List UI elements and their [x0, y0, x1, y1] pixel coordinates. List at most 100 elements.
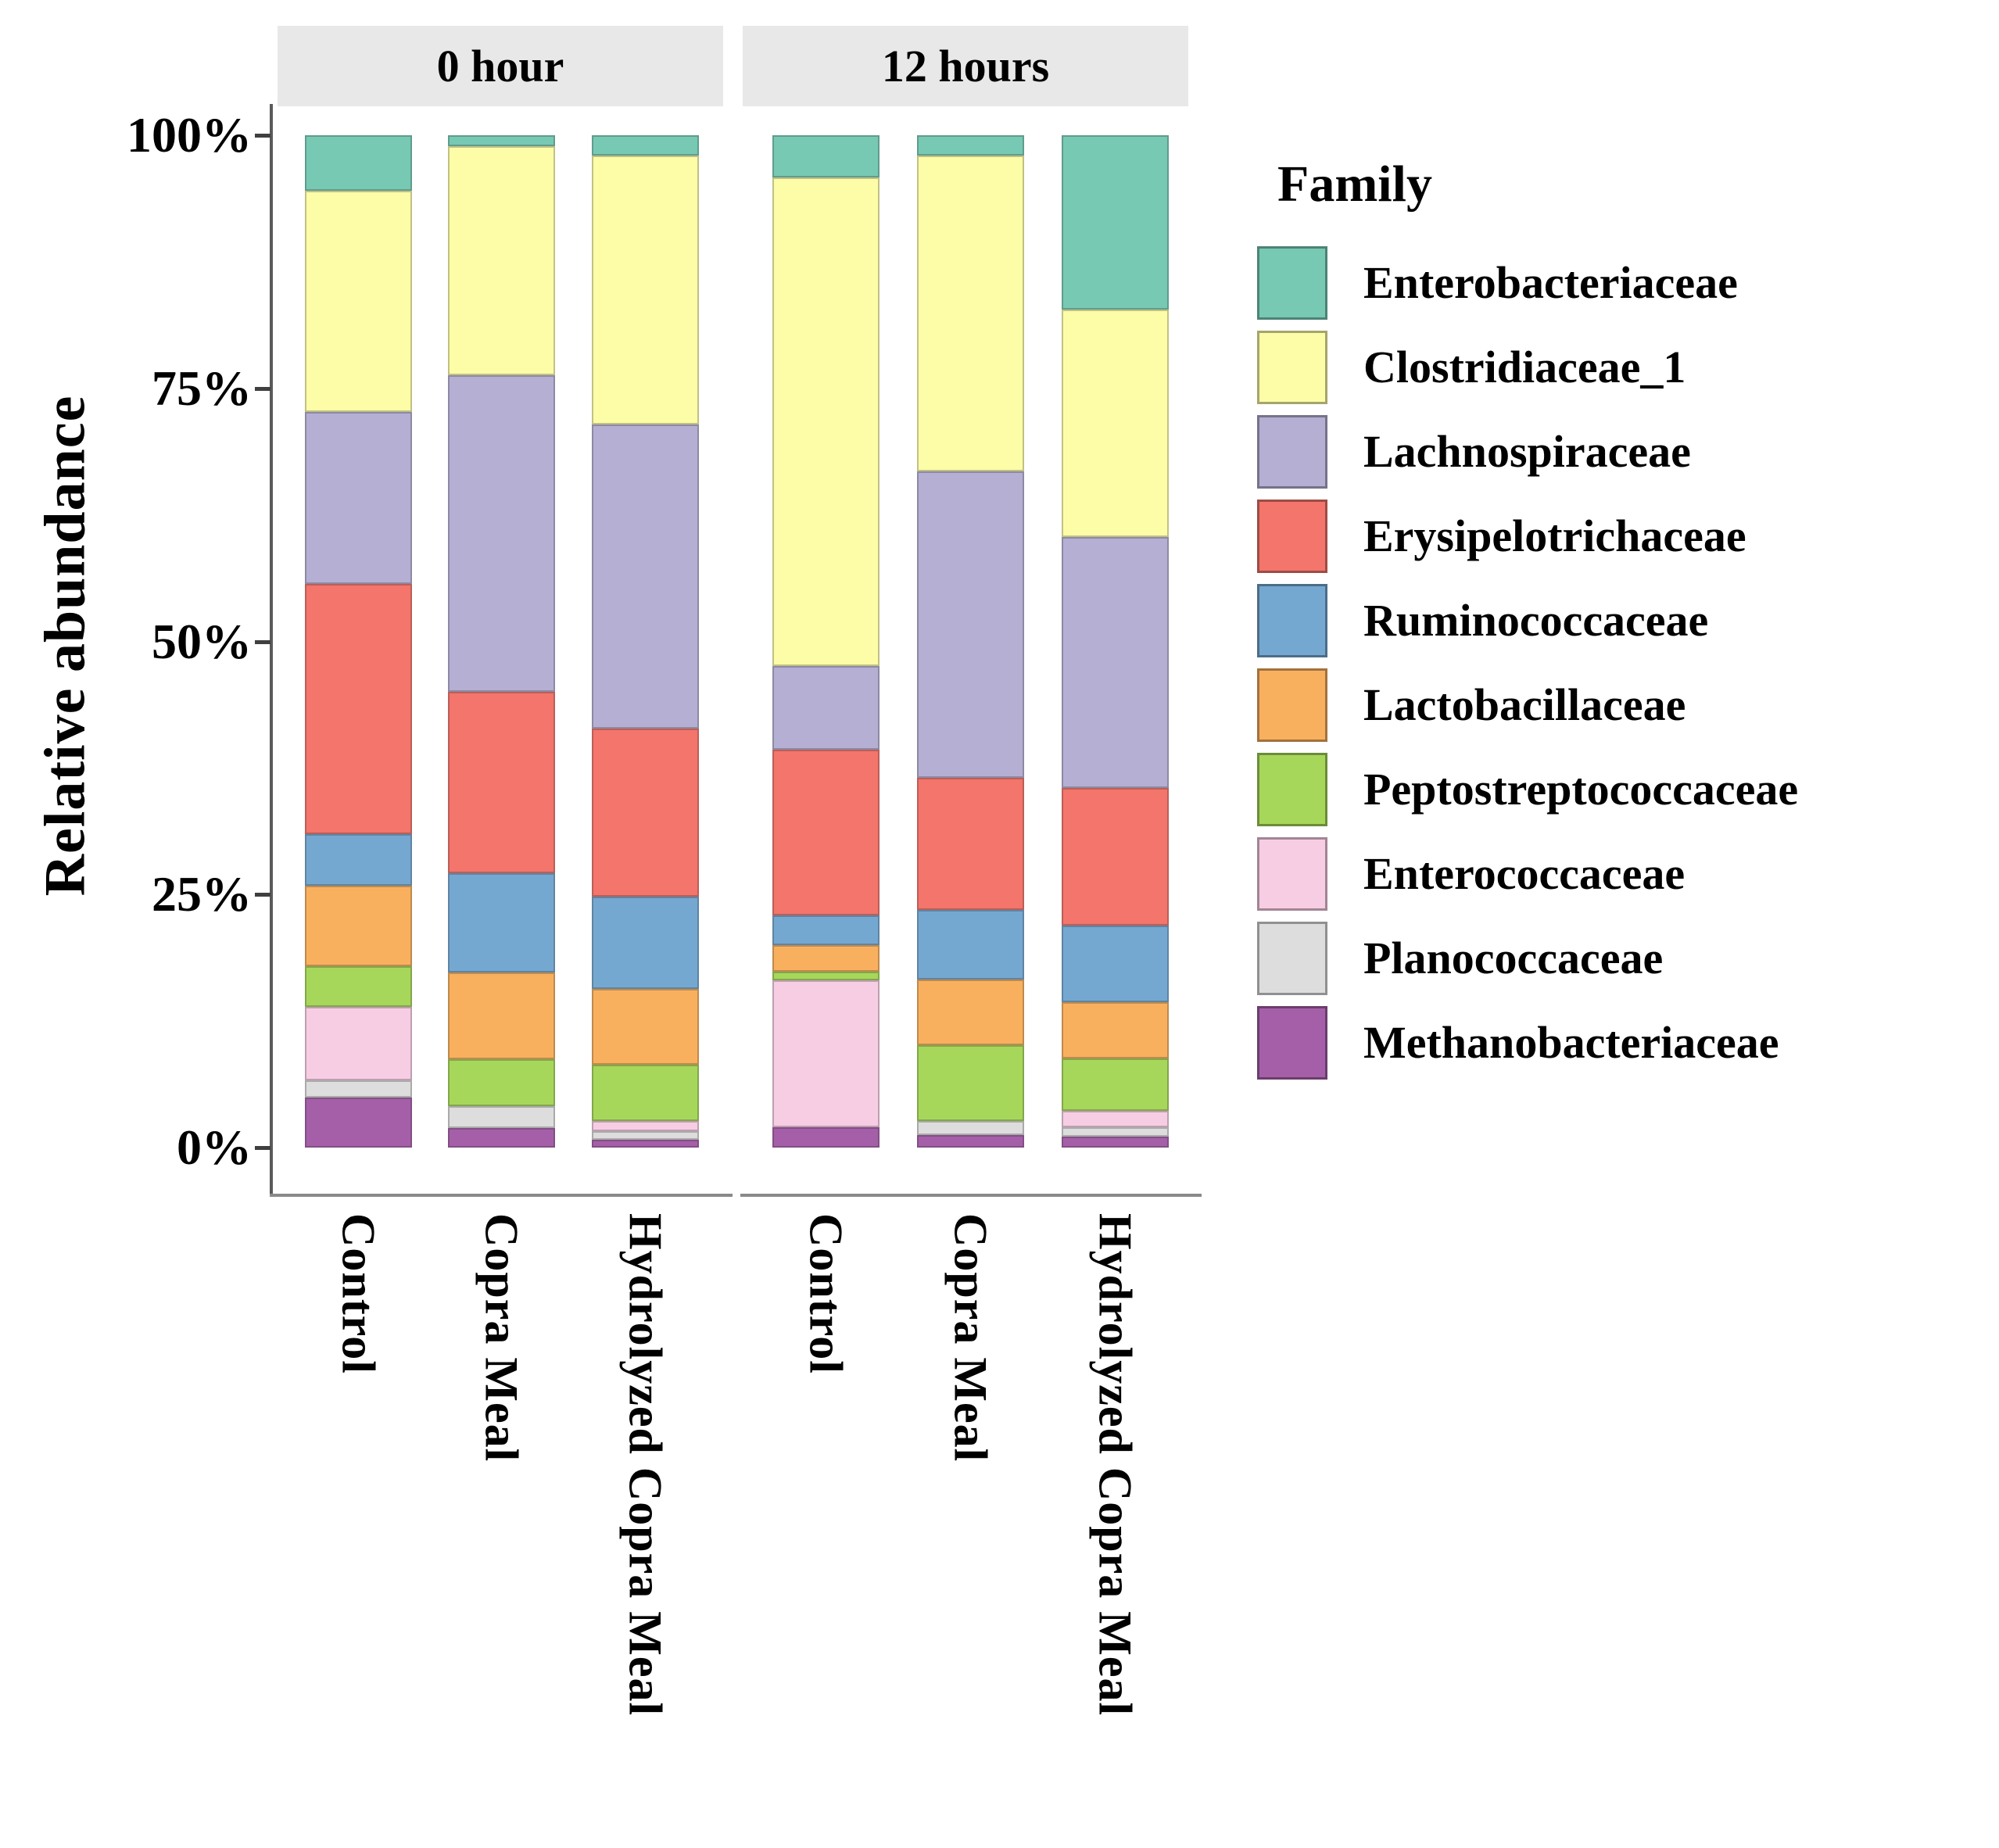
y-tick-label-75: 75%	[152, 360, 252, 416]
legend-swatch-erysipelotrichaceae	[1257, 500, 1327, 573]
legend-label-enterobacteriaceae: Enterobacteriaceae	[1363, 257, 1738, 308]
y-tick-mark-25	[255, 893, 270, 897]
legend-swatch-clostridiaceae-1	[1257, 331, 1327, 404]
segment-methanobacteriaceae	[305, 1098, 412, 1148]
segment-enterococcaceae	[1062, 1111, 1169, 1128]
segment-enterococcaceae	[772, 980, 879, 1128]
segment-clostridiaceae-1	[305, 191, 412, 412]
y-tick-label-25: 25%	[152, 866, 252, 922]
legend-swatch-methanobacteriaceae	[1257, 1006, 1327, 1080]
segment-peptostreptococcaceae	[448, 1059, 555, 1106]
segment-peptostreptococcaceae	[1062, 1058, 1169, 1112]
segment-enterobacteriaceae	[772, 135, 879, 178]
segment-enterobacteriaceae	[305, 135, 412, 192]
x-label-0hour-hydrolyzed-copra-meal: Hydrolyzed Copra Meal	[619, 1213, 672, 1717]
segment-ruminococcaceae	[592, 896, 699, 989]
y-tick-mark-100	[255, 134, 270, 138]
legend-label-enterococcaceae: Enterococcaceae	[1363, 848, 1686, 899]
segment-clostridiaceae-1	[448, 146, 555, 375]
segment-lactobacillaceae	[772, 944, 879, 972]
bar-0hour-hydrolyzed-copra-meal	[592, 135, 699, 1148]
segment-methanobacteriaceae	[917, 1135, 1024, 1148]
segment-lachnospiraceae	[917, 471, 1024, 779]
segment-ruminococcaceae	[772, 915, 879, 945]
legend-label-ruminococcaceae: Ruminococcaceae	[1363, 595, 1709, 646]
legend-label-clostridiaceae-1: Clostridiaceae_1	[1363, 342, 1686, 392]
x-axis-line-facet-1	[270, 1194, 733, 1197]
legend-swatch-enterobacteriaceae	[1257, 246, 1327, 320]
x-label-12hours-copra-meal: Copra Meal	[944, 1213, 997, 1463]
bar-0hour-copra-meal	[448, 135, 555, 1148]
bar-12hours-hydrolyzed-copra-meal	[1062, 135, 1169, 1148]
segment-lactobacillaceae	[448, 972, 555, 1060]
segment-enterobacteriaceae	[448, 135, 555, 147]
bar-12hours-control	[772, 135, 879, 1148]
segment-enterococcaceae	[592, 1121, 699, 1132]
segment-lactobacillaceae	[1062, 1001, 1169, 1059]
segment-enterobacteriaceae	[592, 135, 699, 156]
x-label-0hour-copra-meal: Copra Meal	[475, 1213, 528, 1463]
segment-lachnospiraceae	[1062, 537, 1169, 789]
segment-ruminococcaceae	[448, 873, 555, 972]
segment-erysipelotrichaceae	[592, 728, 699, 897]
segment-clostridiaceae-1	[917, 155, 1024, 471]
segment-clostridiaceae-1	[1062, 309, 1169, 538]
segment-lachnospiraceae	[592, 424, 699, 729]
legend-label-planococcaceae: Planococcaceae	[1363, 933, 1664, 983]
segment-enterobacteriaceae	[917, 135, 1024, 156]
legend-title: Family	[1277, 156, 1432, 213]
segment-planococcaceae	[448, 1105, 555, 1129]
segment-lactobacillaceae	[592, 988, 699, 1065]
segment-clostridiaceae-1	[772, 177, 879, 666]
segment-peptostreptococcaceae	[305, 966, 412, 1007]
bar-0hour-control	[305, 135, 412, 1148]
facet-strip-12-hours: 12 hours	[743, 26, 1188, 106]
segment-ruminococcaceae	[305, 833, 412, 886]
legend-label-lactobacillaceae: Lactobacillaceae	[1363, 679, 1686, 730]
facet-strip-0-hour: 0 hour	[278, 26, 723, 106]
y-tick-label-100: 100%	[127, 107, 252, 163]
x-axis-line-facet-2	[740, 1194, 1202, 1197]
segment-planococcaceae	[917, 1121, 1024, 1136]
segment-peptostreptococcaceae	[917, 1045, 1024, 1122]
segment-erysipelotrichaceae	[1062, 788, 1169, 926]
legend-swatch-lachnospiraceae	[1257, 415, 1327, 489]
segment-ruminococcaceae	[1062, 926, 1169, 1002]
legend-swatch-peptostreptococcaceae	[1257, 753, 1327, 826]
segment-erysipelotrichaceae	[305, 583, 412, 834]
y-tick-label-0: 0%	[177, 1119, 252, 1175]
y-tick-mark-0	[255, 1146, 270, 1150]
y-tick-mark-50	[255, 639, 270, 644]
x-label-12hours-hydrolyzed-copra-meal: Hydrolyzed Copra Meal	[1089, 1213, 1141, 1717]
legend-swatch-enterococcaceae	[1257, 837, 1327, 911]
legend-label-lachnospiraceae: Lachnospiraceae	[1363, 426, 1691, 477]
segment-erysipelotrichaceae	[772, 750, 879, 916]
segment-peptostreptococcaceae	[592, 1064, 699, 1122]
segment-erysipelotrichaceae	[448, 692, 555, 874]
segment-planococcaceae	[1062, 1127, 1169, 1137]
segment-erysipelotrichaceae	[917, 778, 1024, 910]
x-label-0hour-control: Control	[332, 1213, 385, 1374]
bar-12hours-copra-meal	[917, 135, 1024, 1148]
segment-methanobacteriaceae	[592, 1139, 699, 1148]
segment-peptostreptococcaceae	[772, 971, 879, 981]
legend-swatch-ruminococcaceae	[1257, 584, 1327, 657]
segment-lachnospiraceae	[305, 411, 412, 584]
legend-label-erysipelotrichaceae: Erysipelotrichaceae	[1363, 510, 1746, 561]
y-tick-mark-75	[255, 386, 270, 391]
segment-lachnospiraceae	[772, 665, 879, 750]
segment-methanobacteriaceae	[1062, 1136, 1169, 1148]
segment-ruminococcaceae	[917, 909, 1024, 980]
legend-swatch-planococcaceae	[1257, 922, 1327, 995]
segment-clostridiaceae-1	[592, 155, 699, 425]
legend-swatch-lactobacillaceae	[1257, 668, 1327, 742]
segment-planococcaceae	[592, 1131, 699, 1140]
segment-planococcaceae	[305, 1080, 412, 1098]
segment-lachnospiraceae	[448, 374, 555, 693]
segment-methanobacteriaceae	[772, 1127, 879, 1148]
segment-enterobacteriaceae	[1062, 135, 1169, 310]
segment-methanobacteriaceae	[448, 1128, 555, 1148]
segment-lactobacillaceae	[917, 979, 1024, 1046]
legend-label-methanobacteriaceae: Methanobacteriaceae	[1363, 1017, 1779, 1068]
